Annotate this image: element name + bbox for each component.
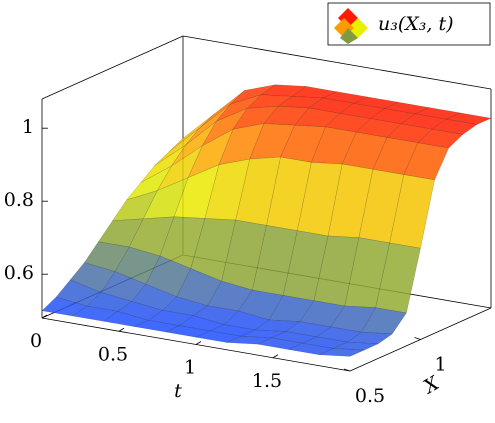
x-tick-label: 1 [184,357,196,379]
x-tick [41,314,48,319]
x-tick [195,341,202,345]
surface [41,84,492,357]
y-tick [414,337,421,340]
legend-icon [334,8,368,44]
x-tick [118,327,125,332]
surface-patch [445,112,492,125]
x-tick [272,354,279,359]
y-tick-label: 0.5 [355,385,385,407]
y-tick-label: 1 [434,354,446,376]
box-edge [182,35,492,90]
legend-label: u₃(X₃, t) [378,13,454,35]
box-front [41,99,492,372]
x-axis-label: t [174,380,182,402]
box-edge [41,35,184,100]
surface-patch [319,348,365,357]
x-tick-label: 1.5 [252,370,282,392]
z-tick-label: 0.6 [4,262,34,284]
surface-patch [403,142,450,181]
z-tick-label: 0.8 [4,189,34,211]
y-axis-label: X [418,371,444,399]
y-tick [343,368,351,372]
x-tick-label: 0.5 [98,343,128,365]
x-tick-label: 0 [30,330,42,352]
z-tick-label: 1 [22,116,34,138]
